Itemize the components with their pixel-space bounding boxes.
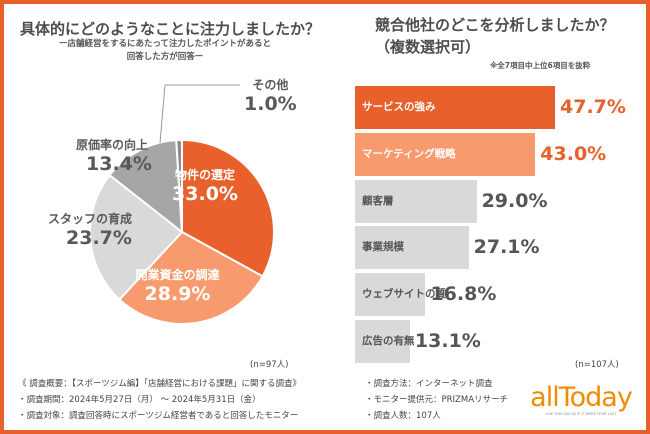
- footer-line: ・モニター提供元：PRIZMAリサーチ: [365, 395, 509, 405]
- slice-label-2: スタッフの育成 23.7%: [48, 212, 132, 249]
- footer-line: 《 調査概要：【スポーツジム編】「店舗経営における課題」に関する調査》: [18, 379, 302, 389]
- slice-value: 33.0%: [172, 183, 238, 205]
- slice-value: 23.7%: [66, 227, 132, 249]
- slice-name: 原価率の向上: [76, 138, 149, 152]
- pie-slice-4: [175, 138, 183, 233]
- slice-name: その他: [252, 78, 289, 92]
- logo-tagline: LIVE THIS DAY AS IF IT WERE YOUR LAST: [545, 412, 617, 416]
- bar-title: 競合他社のどこを分析しましたか？: [375, 16, 615, 34]
- bar-label: ウェブサイトの質: [362, 288, 446, 301]
- pie-slice-3: [108, 139, 184, 235]
- pie-n-label: (n=97人): [250, 360, 289, 370]
- bar-4: ウェブサイトの質: [355, 273, 446, 317]
- bar-1: マーケティング戦略: [355, 132, 536, 176]
- bar-n-label: (n=107人): [575, 360, 619, 370]
- footer-line: ・調査対象：調査回答時にスポーツジム経営者であると回答したモニター: [18, 411, 299, 421]
- bar-note: ※全7項目中上位6項目を抜粋: [490, 61, 591, 70]
- bar-label: マーケティング戦略: [362, 147, 456, 160]
- pie-subtitle-line: 回答した方が回答ー: [126, 52, 204, 62]
- bar-5: 広告の有無: [355, 320, 415, 363]
- pie-subtitle: ー店舗経営をするにあたって注力したポイントがあると 回答した方が回答ー: [30, 38, 300, 64]
- pie-title: 具体的にどのようなことに注力しましたか？: [20, 20, 321, 38]
- logo-text: allToday: [530, 382, 633, 413]
- slice-value: 13.4%: [86, 153, 152, 175]
- bar-2: 顧客層: [355, 179, 477, 223]
- slice-label-1: 開業資金の調達 28.9%: [120, 268, 235, 305]
- footer-left: 《 調査概要：【スポーツジム編】「店舗経営における課題」に関する調査》 ・調査期…: [18, 376, 301, 424]
- footer-line: ・調査期間：2024年5月27日（月） ～ 2024年5月31日（金）: [18, 395, 261, 405]
- footer-line: ・調査人数：107人: [365, 411, 441, 421]
- bar-value-label: 13.1%: [414, 330, 481, 352]
- slice-value: 28.9%: [144, 283, 211, 305]
- bar-label: サービスの強み: [362, 101, 436, 113]
- slice-label-3: 原価率の向上 13.4%: [76, 138, 152, 175]
- pie-slice-2: [89, 173, 184, 301]
- bar-3: 事業規模: [355, 226, 469, 270]
- alltoday-logo: allToday LIVE THIS DAY AS IF IT WERE YOU…: [526, 382, 636, 417]
- slice-name: スタッフの育成: [48, 212, 133, 226]
- pie-slice-0: [181, 138, 275, 278]
- bar-label: 顧客層: [362, 194, 394, 207]
- pie-subtitle-line: ー店舗経営をするにあたって注力したポイントがあると: [58, 39, 272, 49]
- bar-value-label: 27.1%: [473, 236, 540, 259]
- bar-value-label: 43.0%: [540, 142, 607, 165]
- bar-value-label: 29.0%: [481, 189, 548, 212]
- slice-label-4: その他 1.0%: [244, 78, 297, 115]
- bar-label: 広告の有無: [362, 335, 415, 347]
- slice-label-0: 物件の選定 33.0%: [150, 168, 260, 205]
- bar-value-label: 16.8%: [430, 283, 497, 306]
- slice-name: 物件の選定: [174, 168, 235, 182]
- bar-0: サービスの強み: [355, 86, 555, 129]
- pie-slice-1: [118, 230, 264, 325]
- leader-line: [159, 84, 240, 144]
- slice-name: 開業資金の調達: [135, 268, 220, 282]
- footer-right: ・調査方法：インターネット調査 ・モニター提供元：PRIZMAリサーチ ・調査人…: [365, 376, 508, 424]
- slice-value: 1.0%: [244, 93, 297, 115]
- bar-label: 事業規模: [362, 241, 404, 254]
- bar-value-label: 47.7%: [560, 96, 626, 118]
- footer-line: ・調査方法：インターネット調査: [365, 379, 493, 389]
- bar-title-line2: （複数選択可）: [375, 38, 481, 56]
